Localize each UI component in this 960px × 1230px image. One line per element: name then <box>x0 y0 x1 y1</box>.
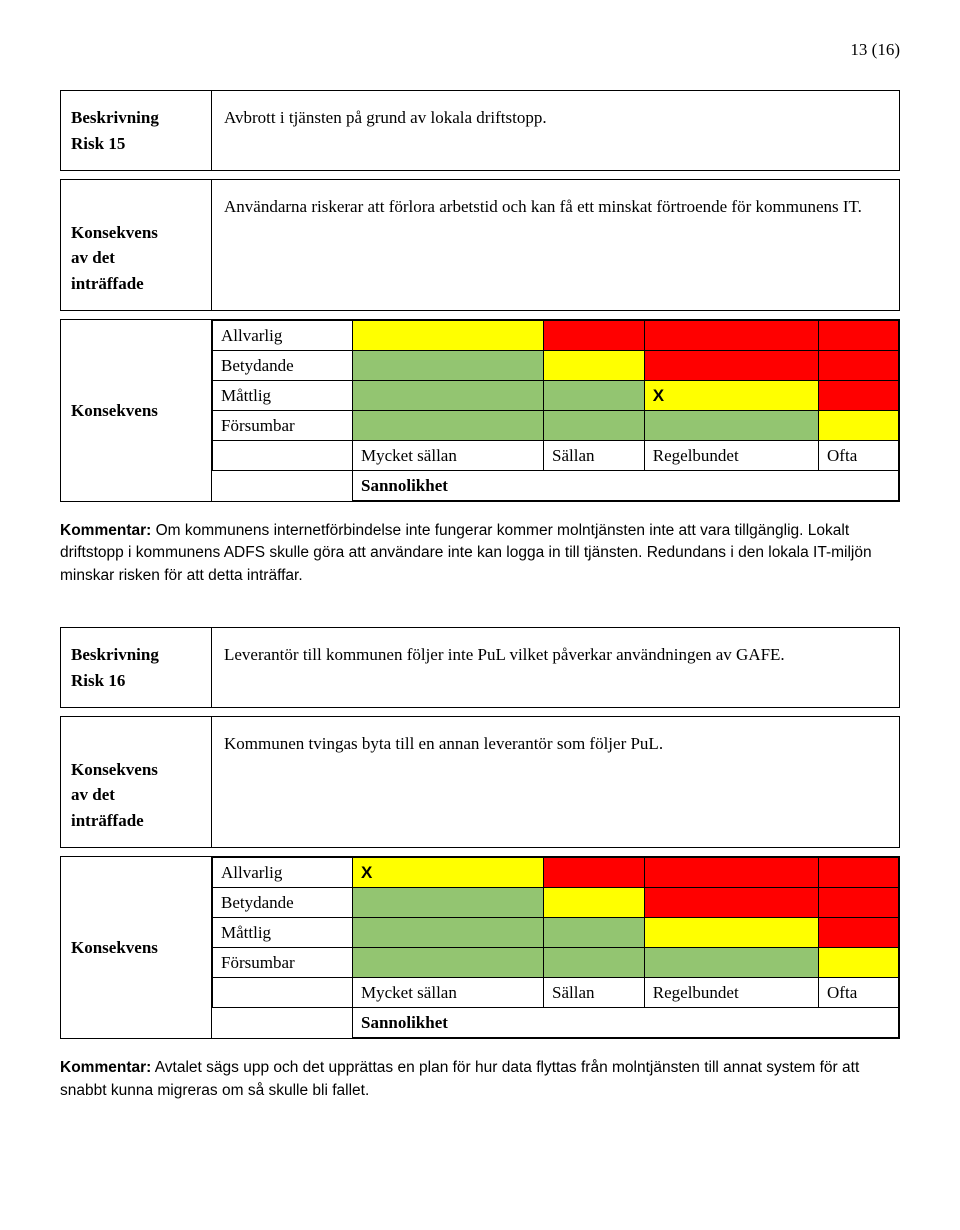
freq-regelbundet: Regelbundet <box>644 441 818 471</box>
risk15-beskrivning-label: Beskrivning <box>71 108 159 127</box>
cell <box>819 351 899 381</box>
cell <box>819 411 899 441</box>
sannolikhet-label: Sannolikhet <box>353 471 899 501</box>
risk16-kons-block: Konsekvens av det inträffade Kommunen tv… <box>60 716 900 848</box>
cell <box>544 411 645 441</box>
risk15-left: Beskrivning Risk 15 <box>61 91 211 170</box>
row-mattlig: Måttlig X <box>213 381 899 411</box>
row-allvarlig: Allvarlig X <box>213 858 899 888</box>
risk15-kons-left: Konsekvens av det inträffade <box>61 180 211 310</box>
kommentar-text: Om kommunens internetförbindelse inte fu… <box>60 522 872 584</box>
risk16-kons-text: Kommunen tvingas byta till en annan leve… <box>211 717 899 847</box>
cell-label: Allvarlig <box>213 858 353 888</box>
risk15-kons-avdet-label: Konsekvens av det inträffade <box>71 223 158 293</box>
risk16-beskrivning-label: Beskrivning <box>71 645 159 664</box>
cell <box>213 978 353 1008</box>
cell-xmark: X <box>353 858 544 888</box>
cell <box>544 351 645 381</box>
freq-regelbundet: Regelbundet <box>644 978 818 1008</box>
cell <box>819 918 899 948</box>
cell <box>644 948 818 978</box>
risk16-left: Beskrivning Risk 16 <box>61 628 211 707</box>
cell <box>819 858 899 888</box>
row-freq: Mycket sällan Sällan Regelbundet Ofta <box>213 978 899 1008</box>
cell-label: Måttlig <box>213 381 353 411</box>
row-forsumbar: Försumbar <box>213 411 899 441</box>
cell <box>353 411 544 441</box>
cell <box>353 381 544 411</box>
row-allvarlig: Allvarlig <box>213 321 899 351</box>
page-number: 13 (16) <box>60 40 900 60</box>
row-sannolikhet: Sannolikhet <box>213 1008 899 1038</box>
row-betydande: Betydande <box>213 888 899 918</box>
risk15-matrix-label: Konsekvens <box>61 320 211 501</box>
cell <box>819 888 899 918</box>
cell <box>544 918 645 948</box>
cell-xmark: X <box>644 381 818 411</box>
cell <box>819 948 899 978</box>
cell-label: Måttlig <box>213 918 353 948</box>
risk16-matrix-label: Konsekvens <box>61 857 211 1038</box>
freq-sallan: Sällan <box>544 441 645 471</box>
risk16-desc-text: Leverantör till kommunen följer inte PuL… <box>211 628 899 707</box>
cell-label: Allvarlig <box>213 321 353 351</box>
row-sannolikhet: Sannolikhet <box>213 471 899 501</box>
cell-label: Försumbar <box>213 948 353 978</box>
cell <box>353 321 544 351</box>
cell <box>644 858 818 888</box>
cell <box>353 888 544 918</box>
risk16-kommentar: Kommentar: Avtalet sägs upp och det uppr… <box>60 1057 900 1102</box>
risk15-desc-text: Avbrott i tjänsten på grund av lokala dr… <box>211 91 899 170</box>
risk16-kons-left: Konsekvens av det inträffade <box>61 717 211 847</box>
cell <box>544 321 645 351</box>
kommentar-text: Avtalet sägs upp och det upprättas en pl… <box>60 1059 859 1098</box>
cell <box>644 918 818 948</box>
row-mattlig: Måttlig <box>213 918 899 948</box>
risk16-kons-avdet-label: Konsekvens av det inträffade <box>71 760 158 830</box>
risk15-kons-text: Användarna riskerar att förlora arbetsti… <box>211 180 899 310</box>
risk15-kons-block: Konsekvens av det inträffade Användarna … <box>60 179 900 311</box>
cell <box>213 441 353 471</box>
freq-ofta: Ofta <box>819 441 899 471</box>
cell <box>644 321 818 351</box>
kommentar-label: Kommentar: <box>60 1059 151 1076</box>
cell <box>544 948 645 978</box>
cell <box>213 471 353 501</box>
risk16-matrix-table: Allvarlig X Betydande Måttlig <box>212 857 899 1038</box>
freq-sallan: Sällan <box>544 978 645 1008</box>
cell-label: Betydande <box>213 888 353 918</box>
cell <box>353 918 544 948</box>
risk15-risk-label: Risk 15 <box>71 134 125 153</box>
risk15-matrix-table: Allvarlig Betydande Måttlig X <box>212 320 899 501</box>
risk16-risk-label: Risk 16 <box>71 671 125 690</box>
risk16-desc-block: Beskrivning Risk 16 Leverantör till komm… <box>60 627 900 708</box>
cell <box>644 351 818 381</box>
cell <box>213 1008 353 1038</box>
cell <box>544 381 645 411</box>
risk15-desc-block: Beskrivning Risk 15 Avbrott i tjänsten p… <box>60 90 900 171</box>
risk15-kommentar: Kommentar: Om kommunens internetförbinde… <box>60 520 900 587</box>
cell <box>644 411 818 441</box>
risk15-matrix: Konsekvens Allvarlig Betydande Måttlig <box>60 319 900 502</box>
cell <box>353 351 544 381</box>
sannolikhet-label: Sannolikhet <box>353 1008 899 1038</box>
cell <box>353 948 544 978</box>
cell-label: Försumbar <box>213 411 353 441</box>
freq-mycket: Mycket sällan <box>353 978 544 1008</box>
cell <box>544 888 645 918</box>
row-forsumbar: Försumbar <box>213 948 899 978</box>
cell <box>544 858 645 888</box>
freq-ofta: Ofta <box>819 978 899 1008</box>
cell <box>819 321 899 351</box>
cell-label: Betydande <box>213 351 353 381</box>
kommentar-label: Kommentar: <box>60 522 151 539</box>
risk16-matrix: Konsekvens Allvarlig X Betydande Måttlig <box>60 856 900 1039</box>
cell <box>819 381 899 411</box>
freq-mycket: Mycket sällan <box>353 441 544 471</box>
row-betydande: Betydande <box>213 351 899 381</box>
row-freq: Mycket sällan Sällan Regelbundet Ofta <box>213 441 899 471</box>
cell <box>644 888 818 918</box>
